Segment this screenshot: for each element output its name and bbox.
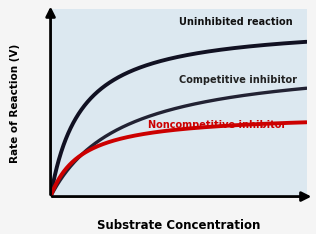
Text: Substrate Concentration: Substrate Concentration: [97, 219, 260, 232]
Text: Competitive inhibitor: Competitive inhibitor: [179, 76, 296, 85]
Text: Noncompetitive inhibitor: Noncompetitive inhibitor: [148, 121, 286, 130]
Text: Rate of Reaction (V): Rate of Reaction (V): [10, 43, 20, 163]
Text: Uninhibited reaction: Uninhibited reaction: [179, 18, 292, 27]
